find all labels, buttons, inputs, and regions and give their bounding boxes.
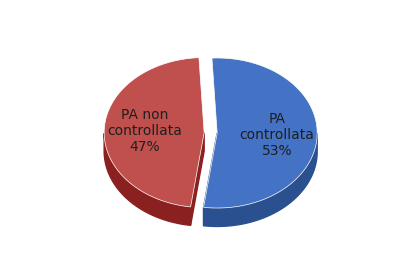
Polygon shape bbox=[204, 133, 217, 226]
Polygon shape bbox=[104, 58, 204, 207]
Polygon shape bbox=[104, 133, 191, 225]
Polygon shape bbox=[204, 58, 317, 208]
Text: PA
controllata
53%: PA controllata 53% bbox=[239, 112, 315, 158]
Text: PA non
controllata
47%: PA non controllata 47% bbox=[107, 107, 182, 154]
Polygon shape bbox=[204, 133, 317, 226]
Polygon shape bbox=[191, 132, 204, 225]
